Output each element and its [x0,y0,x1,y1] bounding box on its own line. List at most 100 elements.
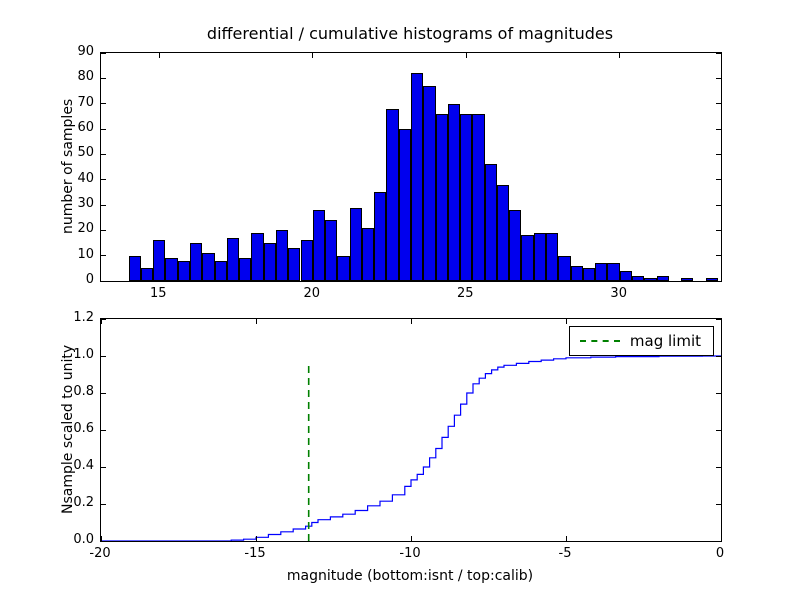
histogram-bar [705,278,718,281]
histogram-bar [300,240,313,281]
histogram-bar [337,255,350,281]
histogram-bar [177,260,190,281]
y-tick-mark [101,318,106,320]
x-tick-mark [100,536,102,541]
histogram-bar [496,184,510,281]
x-tick-mark [465,53,467,58]
x-tick-mark [410,319,412,324]
y-tick-mark [716,204,721,206]
y-tick-label: 90 [77,44,94,59]
y-tick-mark [716,153,721,155]
y-tick-mark [716,103,721,105]
histogram-bar [325,220,338,281]
y-tick-mark [101,77,106,79]
x-tick-label: -10 [399,546,421,561]
histogram-bar [202,253,215,281]
y-tick-label: 0.8 [73,384,94,399]
y-tick-label: 80 [77,69,94,85]
histogram-bar [570,265,583,281]
histogram-bar [214,260,227,281]
y-tick-label: 50 [77,145,94,161]
histogram-bar [386,108,399,281]
x-tick-mark [158,53,160,58]
y-tick-mark [101,280,106,282]
histogram-bar [263,243,276,281]
histogram-bar [153,240,166,281]
y-tick-mark [716,77,721,79]
x-tick-mark [720,319,722,324]
histogram-bar [619,270,632,281]
cumulative-step-curve [101,355,721,541]
x-tick-label: 15 [150,286,167,301]
histogram-bar [226,237,240,281]
y-tick-mark [101,103,106,105]
x-tick-mark [312,53,314,58]
y-tick-label: 60 [77,120,94,135]
y-tick-label: 0.6 [73,421,94,436]
histogram-bar [165,258,178,281]
histogram-bar [558,255,571,281]
x-tick-label: -15 [244,546,266,561]
x-tick-mark [565,536,567,541]
y-tick-mark [716,429,721,431]
y-tick-label: 30 [77,196,94,211]
y-tick-label: 10 [77,246,94,262]
x-tick-label: -5 [558,546,572,561]
histogram-bar [275,230,289,281]
histogram-bar [190,243,203,281]
legend-label: mag limit [629,332,701,350]
y-tick-label: 40 [77,170,94,186]
y-tick-label: 1.2 [73,310,94,325]
cumulative-curve-canvas [101,355,721,541]
histogram-bar [128,255,141,281]
y-tick-mark [101,355,106,357]
y-tick-mark [716,255,721,257]
histogram-bar [447,103,461,281]
histogram-bar [644,278,657,281]
y-tick-label: 1.0 [73,347,94,362]
histogram-bar [251,232,264,281]
y-tick-label: 0.0 [73,532,94,547]
y-tick-mark [101,255,106,257]
y-tick-mark [716,280,721,282]
histogram-bar [546,232,559,281]
x-axis-label: magnitude (bottom:isnt / top:calib) [286,568,534,584]
cumulative-histogram-plot: mag limit [100,318,722,542]
histogram-bar [595,263,608,281]
x-tick-mark [100,319,102,324]
histogram-bar [521,235,534,281]
y-tick-mark [101,429,106,431]
histogram-bar [681,278,694,281]
histogram-bar [509,210,522,281]
x-tick-mark [255,536,257,541]
histogram-bar [435,113,448,281]
y-tick-mark [101,229,106,231]
histogram-bar [460,113,473,281]
x-tick-mark [255,319,257,324]
histogram-bar [582,268,596,281]
y-tick-mark [716,466,721,468]
y-tick-mark [101,179,106,181]
y-tick-mark [101,392,106,394]
histogram-bar [411,73,424,281]
y-tick-label: 0 [85,272,94,287]
histogram-bar [312,210,326,281]
x-tick-mark [410,536,412,541]
y-tick-mark [101,540,106,542]
histogram-bar [472,113,485,281]
y-tick-mark [716,179,721,181]
y-tick-mark [101,204,106,206]
y-tick-mark [716,229,721,231]
y-tick-mark [716,52,721,54]
y-tick-label: 20 [77,221,94,237]
histogram-bar [484,164,497,281]
histogram-bar [374,192,387,281]
y-tick-label: 0.2 [73,495,94,510]
histogram-bar [288,248,301,281]
y-tick-mark [716,318,721,320]
y-tick-mark [716,392,721,394]
y-tick-mark [101,128,106,130]
x-tick-mark [619,53,621,58]
x-tick-label: -20 [89,546,111,561]
y-tick-label: 0.4 [73,458,94,473]
